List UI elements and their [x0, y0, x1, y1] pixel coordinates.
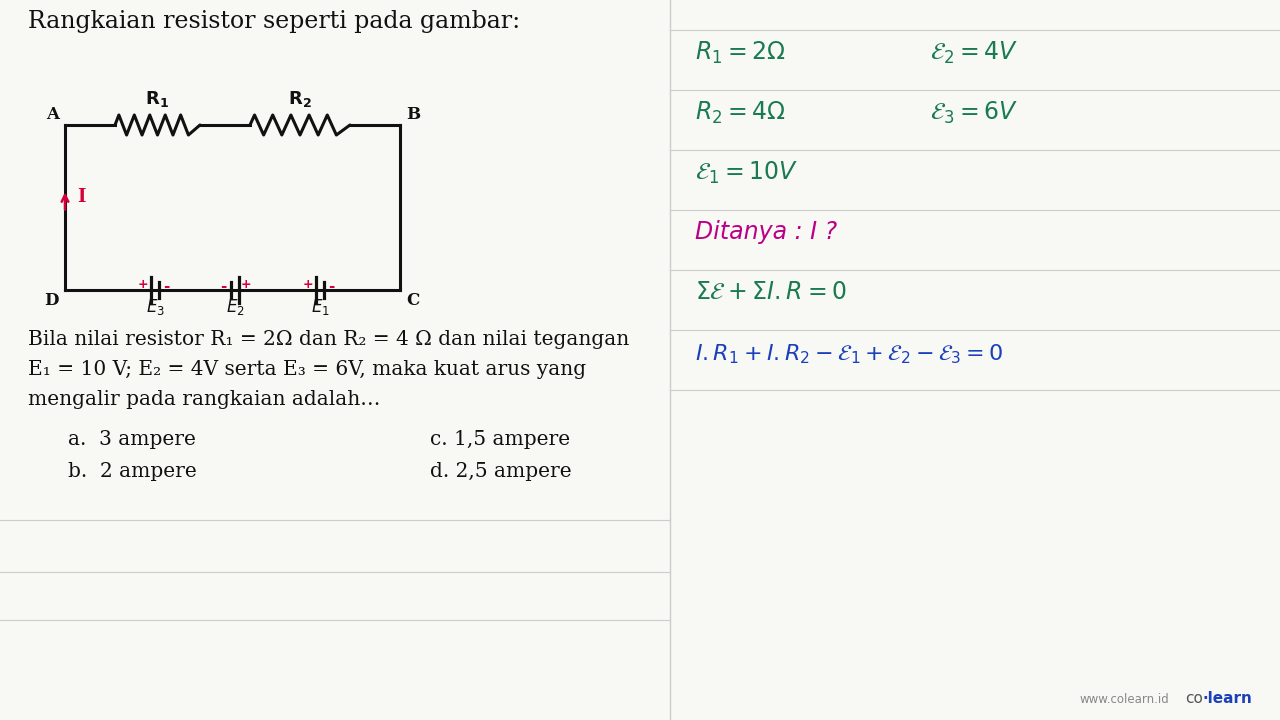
Text: $I.R_1 + I.R_2 - \mathcal{E}_1 + \mathcal{E}_2 - \mathcal{E}_3 = 0$: $I.R_1 + I.R_2 - \mathcal{E}_1 + \mathca…: [695, 342, 1004, 366]
Text: A: A: [46, 106, 59, 123]
Text: +: +: [302, 279, 314, 292]
Text: $R_2 = 4\Omega$: $R_2 = 4\Omega$: [695, 100, 786, 126]
Text: $\mathbf{R_2}$: $\mathbf{R_2}$: [288, 89, 312, 109]
Text: $E_1$: $E_1$: [311, 297, 329, 317]
Text: a.  3 ampere: a. 3 ampere: [68, 430, 196, 449]
Text: I: I: [77, 189, 86, 207]
Text: $E_3$: $E_3$: [146, 297, 165, 317]
Text: Ditanya : I ?: Ditanya : I ?: [695, 220, 837, 244]
Text: +: +: [138, 279, 148, 292]
Text: +: +: [241, 279, 251, 292]
Text: -: -: [220, 279, 227, 294]
Text: mengalir pada rangkaian adalah…: mengalir pada rangkaian adalah…: [28, 390, 380, 409]
Text: C: C: [406, 292, 420, 309]
Text: E₁ = 10 V; E₂ = 4V serta E₃ = 6V, maka kuat arus yang: E₁ = 10 V; E₂ = 4V serta E₃ = 6V, maka k…: [28, 360, 586, 379]
Text: ·learn: ·learn: [1202, 691, 1252, 706]
Text: $\mathbf{R_1}$: $\mathbf{R_1}$: [145, 89, 169, 109]
Text: $\mathcal{E}_2 = 4V$: $\mathcal{E}_2 = 4V$: [931, 40, 1018, 66]
Text: B: B: [406, 106, 420, 123]
Text: Bila nilai resistor R₁ = 2Ω dan R₂ = 4 Ω dan nilai tegangan: Bila nilai resistor R₁ = 2Ω dan R₂ = 4 Ω…: [28, 330, 630, 349]
Text: co: co: [1185, 691, 1203, 706]
Text: D: D: [45, 292, 59, 309]
Text: d. 2,5 ampere: d. 2,5 ampere: [430, 462, 572, 481]
Text: c. 1,5 ampere: c. 1,5 ampere: [430, 430, 570, 449]
Text: $\mathcal{E}_1 = 10V$: $\mathcal{E}_1 = 10V$: [695, 160, 799, 186]
Text: -: -: [163, 279, 169, 294]
Text: $\mathcal{E}_3 = 6V$: $\mathcal{E}_3 = 6V$: [931, 100, 1018, 126]
Text: Rangkaian resistor seperti pada gambar:: Rangkaian resistor seperti pada gambar:: [28, 10, 520, 33]
Text: $R_1 = 2\Omega$: $R_1 = 2\Omega$: [695, 40, 786, 66]
Text: b.  2 ampere: b. 2 ampere: [68, 462, 197, 481]
Text: -: -: [328, 279, 334, 294]
Text: www.colearn.id: www.colearn.id: [1080, 693, 1170, 706]
Text: $\Sigma\mathcal{E} + \Sigma I.R = 0$: $\Sigma\mathcal{E} + \Sigma I.R = 0$: [695, 280, 847, 304]
Text: $E_2$: $E_2$: [225, 297, 244, 317]
